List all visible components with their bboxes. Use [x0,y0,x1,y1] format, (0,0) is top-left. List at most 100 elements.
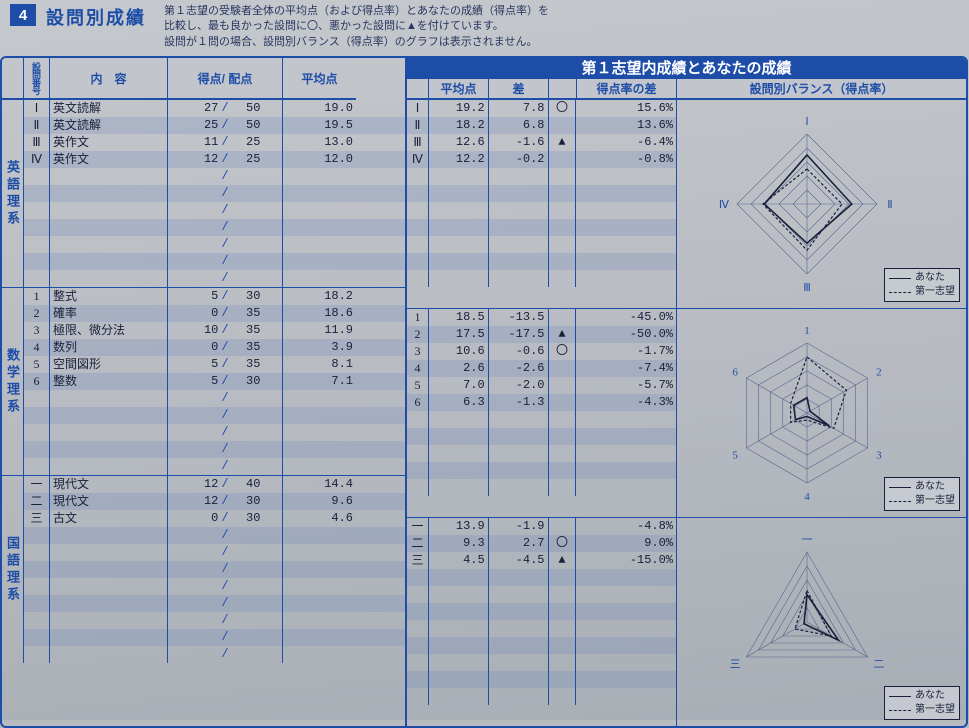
score-cell: 12/ 25 [168,151,283,168]
comparison-title: 第１志望内成績とあなたの成績 [407,58,966,79]
r-qnum [407,462,429,479]
r-avg: 17.5 [429,326,489,343]
score-cell: / [168,185,283,202]
score-cell: / [168,544,283,561]
qnum-header: 設問番号 [30,62,43,94]
qnum-cell: Ⅱ [24,117,50,134]
r-qnum: Ⅲ [407,134,429,151]
r-diff: -2.6 [489,360,549,377]
r-pct [576,462,676,479]
score-cell: 25/ 50 [168,117,283,134]
table-row: / [24,270,405,287]
avg-cell: 19.0 [283,100,356,117]
r-avg: 6.3 [429,394,489,411]
right-diff-header: 差 [489,79,549,98]
comparison-row [407,428,676,445]
comparison-row: Ⅰ19.27.8〇15.6% [407,100,676,117]
table-row: 6整数 5/ 307.1 [24,373,405,390]
comparison-row: 一13.9-1.9-4.8% [407,518,676,535]
r-avg [429,202,489,219]
r-diff: -0.2 [489,151,549,168]
comparison-row: 217.5-17.5▲-50.0% [407,326,676,343]
svg-text:6: 6 [732,367,738,379]
avg-cell [283,185,356,202]
comparison-row: 66.3-1.3-4.3% [407,394,676,411]
qnum-cell: 三 [24,510,50,527]
r-avg [429,219,489,236]
r-diff [489,445,549,462]
section-number-badge: 4 [10,4,36,26]
r-avg [429,270,489,287]
subject-group: 英語理系Ⅰ英文読解 27/ 5019.0Ⅱ英文読解 25/ 5019.5Ⅲ英作文… [2,100,405,288]
r-pct [576,411,676,428]
legend: あなた第一志望 [884,686,960,720]
avg-cell: 11.9 [283,322,356,339]
avg-cell [283,390,356,407]
content-cell: 現代文 [50,476,168,493]
r-qnum: Ⅳ [407,151,429,168]
table-row: / [24,236,405,253]
r-avg [429,462,489,479]
qnum-cell [24,390,50,407]
r-diff [489,236,549,253]
svg-text:3: 3 [876,450,882,462]
r-qnum [407,253,429,270]
r-mark: ▲ [549,134,577,151]
r-mark: ▲ [549,326,577,343]
svg-text:一: 一 [801,534,812,546]
r-avg [429,411,489,428]
score-cell: 0/ 30 [168,510,283,527]
score-cell: 12/ 40 [168,476,283,493]
r-diff: -13.5 [489,309,549,326]
avg-cell: 12.0 [283,151,356,168]
comparison-row: Ⅲ12.6-1.6▲-6.4% [407,134,676,151]
score-cell: 0/ 35 [168,305,283,322]
r-pct [576,168,676,185]
content-cell [50,168,168,185]
svg-text:Ⅳ: Ⅳ [718,199,729,211]
r-diff [489,411,549,428]
legend-you: あなた [915,480,945,494]
table-row: 3極限、微分法 10/ 3511.9 [24,322,405,339]
content-cell [50,612,168,629]
section-description: 第１志望の受験者全体の平均点（および得点率）とあなたの成績（得点率）を 比較し、… [164,4,549,50]
r-qnum [407,168,429,185]
r-qnum: Ⅰ [407,100,429,117]
r-diff [489,219,549,236]
table-row: Ⅳ英作文 12/ 2512.0 [24,151,405,168]
comparison-row [407,688,676,705]
comparison-row [407,168,676,185]
r-pct [576,270,676,287]
qnum-cell: 3 [24,322,50,339]
avg-cell [283,561,356,578]
svg-text:5: 5 [732,450,738,462]
r-qnum [407,654,429,671]
r-avg [429,603,489,620]
avg-cell [283,544,356,561]
r-pct [576,219,676,236]
score-cell: / [168,527,283,544]
comparison-row: 118.5-13.5-45.0% [407,309,676,326]
r-avg [429,428,489,445]
r-mark [549,569,577,586]
r-mark [549,637,577,654]
qnum-cell [24,595,50,612]
score-cell: / [168,219,283,236]
avg-cell: 19.5 [283,117,356,134]
avg-cell [283,253,356,270]
score-cell: / [168,168,283,185]
left-table: 設問番号 内 容 得点/ 配点 平均点 英語理系Ⅰ英文読解 27/ 5019.0… [2,58,407,726]
r-mark [549,309,577,326]
comparison-row [407,236,676,253]
table-row: Ⅰ英文読解 27/ 5019.0 [24,100,405,117]
score-cell: / [168,424,283,441]
table-row: / [24,219,405,236]
table-row: / [24,202,405,219]
avg-cell: 9.6 [283,493,356,510]
comparison-row [407,586,676,603]
comparison-row: Ⅳ12.2-0.2-0.8% [407,151,676,168]
comparison-group: 一13.9-1.9-4.8%二9.32.7〇9.0%三4.5-4.5▲-15.0… [407,518,966,726]
comparison-group: 118.5-13.5-45.0%217.5-17.5▲-50.0%310.6-0… [407,309,966,518]
r-mark [549,586,577,603]
r-qnum [407,219,429,236]
